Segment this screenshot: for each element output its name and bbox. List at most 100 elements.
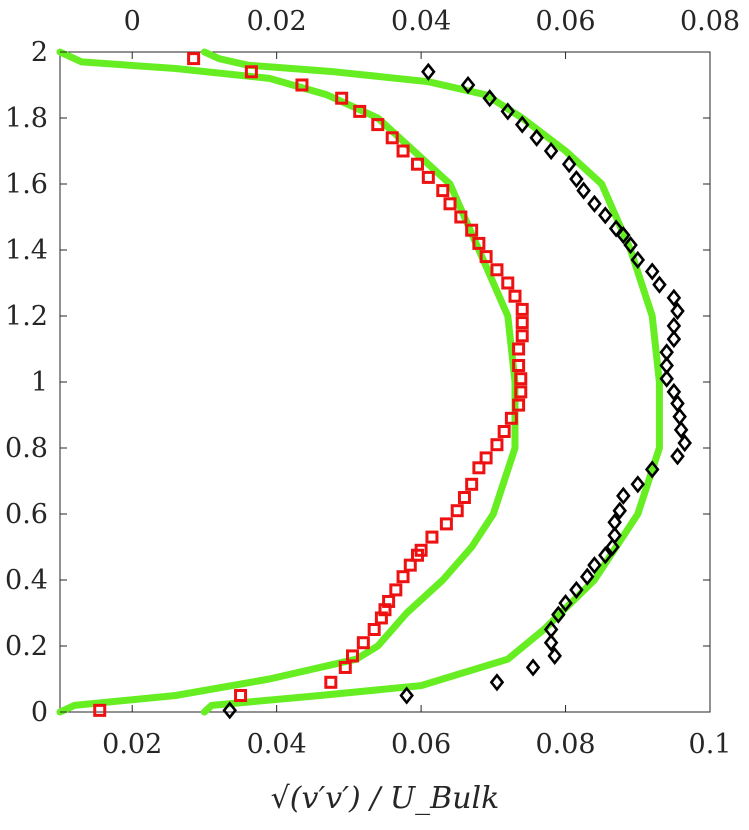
diamond-marker: [569, 169, 584, 189]
diamond-marker: [677, 433, 692, 453]
diamond-marker: [659, 343, 674, 362]
square-marker: [497, 425, 511, 438]
diamond-marker: [673, 420, 689, 439]
diamond-marker: [652, 275, 667, 294]
square-marker: [515, 316, 529, 330]
diamond-marker: [489, 673, 505, 692]
square-marker: [389, 583, 403, 597]
diamond-marker: [670, 447, 685, 466]
bottom-tick-label: 0.04: [247, 729, 307, 760]
square-marker: [443, 197, 457, 211]
y-tick-label: 0.8: [5, 433, 48, 464]
diamond-marker: [587, 556, 602, 575]
diamond-marker: [607, 526, 622, 545]
bottom-tick-label: 0.06: [391, 729, 451, 760]
square-marker: [514, 372, 528, 386]
diamond-marker: [421, 62, 436, 81]
square-marker: [295, 78, 309, 92]
top-tick-label: 0: [124, 6, 141, 37]
square-marker: [414, 543, 428, 557]
diamond-marker: [587, 194, 602, 213]
square-marker: [396, 144, 410, 158]
y-tick-label: 0.6: [5, 499, 48, 530]
diamond-marker: [579, 567, 595, 586]
square-marker: [457, 491, 471, 504]
square-marker: [353, 104, 367, 118]
diamond-marker: [222, 701, 237, 720]
diamond-marker: [598, 206, 613, 225]
diamond-marker: [576, 181, 591, 200]
diamond-marker: [616, 486, 631, 505]
diamond-marker: [514, 115, 530, 134]
top-tick-label: 0.02: [247, 6, 307, 37]
square-marker: [425, 530, 439, 544]
square-marker: [472, 236, 486, 250]
diamond-marker: [460, 75, 476, 95]
y-tick-label: 0: [31, 697, 48, 728]
diamond-marker: [543, 633, 559, 652]
diamond-marker: [630, 475, 646, 494]
series-line-1: [200, 48, 663, 716]
square-marker: [479, 250, 493, 264]
diamond-marker: [666, 330, 682, 349]
axes: 0.02 0.04 0.06 0.08 0.1 0 0.02 0.04 0.06 0.08 0 0.2…: [5, 6, 740, 760]
diamond-marker: [659, 356, 674, 375]
y-tick-label: 1.4: [5, 235, 48, 266]
y-tick-label: 0.2: [5, 631, 48, 662]
square-marker: [512, 359, 526, 372]
diamond-marker: [623, 235, 638, 255]
square-marker: [335, 91, 349, 105]
diamond-marker: [529, 128, 544, 147]
y-tick-label: 1.8: [5, 103, 48, 134]
y-tick-label: 1.6: [5, 169, 48, 200]
diamond-marker: [561, 155, 577, 174]
square-marker: [367, 623, 381, 636]
diamond-marker: [500, 102, 516, 121]
square-marker: [490, 438, 504, 452]
diamond-marker: [672, 407, 687, 426]
diamond-marker: [399, 686, 414, 705]
bottom-tick-label: 0.02: [102, 729, 162, 760]
diamond-marker: [659, 369, 674, 388]
top-tick-label: 0.06: [535, 6, 595, 37]
series-line-0: [56, 48, 519, 716]
square-marker: [479, 451, 493, 465]
diamond-marker: [547, 646, 562, 665]
top-tick-label: 0.04: [391, 6, 451, 37]
diamond-marker: [482, 89, 497, 108]
diamond-marker: [670, 394, 685, 413]
square-marker: [514, 385, 528, 399]
square-marker: [93, 703, 107, 717]
square-marker: [396, 570, 410, 584]
series-lines: [56, 48, 663, 716]
square-marker: [371, 118, 385, 132]
diamond-marker: [598, 546, 613, 565]
square-marker: [512, 342, 526, 356]
square-marker: [439, 517, 453, 531]
diamond-marker: [543, 620, 559, 639]
square-marker: [501, 276, 515, 290]
square-marker: [244, 65, 258, 79]
square-marker: [454, 210, 468, 224]
square-marker: [436, 184, 450, 198]
diamond-marker: [525, 658, 541, 677]
top-tick-label: 0.08: [680, 6, 740, 37]
diamond-marker: [558, 594, 573, 613]
diamond-marker: [605, 537, 620, 557]
square-marker: [324, 675, 338, 689]
bottom-tick-label: 0.08: [535, 729, 595, 760]
square-marker: [465, 223, 479, 237]
diamond-marker: [630, 250, 646, 269]
square-marker: [338, 660, 352, 674]
square-marker: [187, 52, 201, 66]
diamond-marker: [644, 460, 660, 479]
diamond-marker: [608, 219, 624, 238]
diamond-marker: [666, 288, 682, 307]
square-marker: [356, 636, 370, 650]
diamond-marker: [569, 580, 584, 599]
square-marker: [504, 411, 518, 425]
y-tick-label: 0.4: [5, 565, 48, 596]
square-marker: [472, 461, 486, 475]
square-marker: [403, 558, 417, 572]
